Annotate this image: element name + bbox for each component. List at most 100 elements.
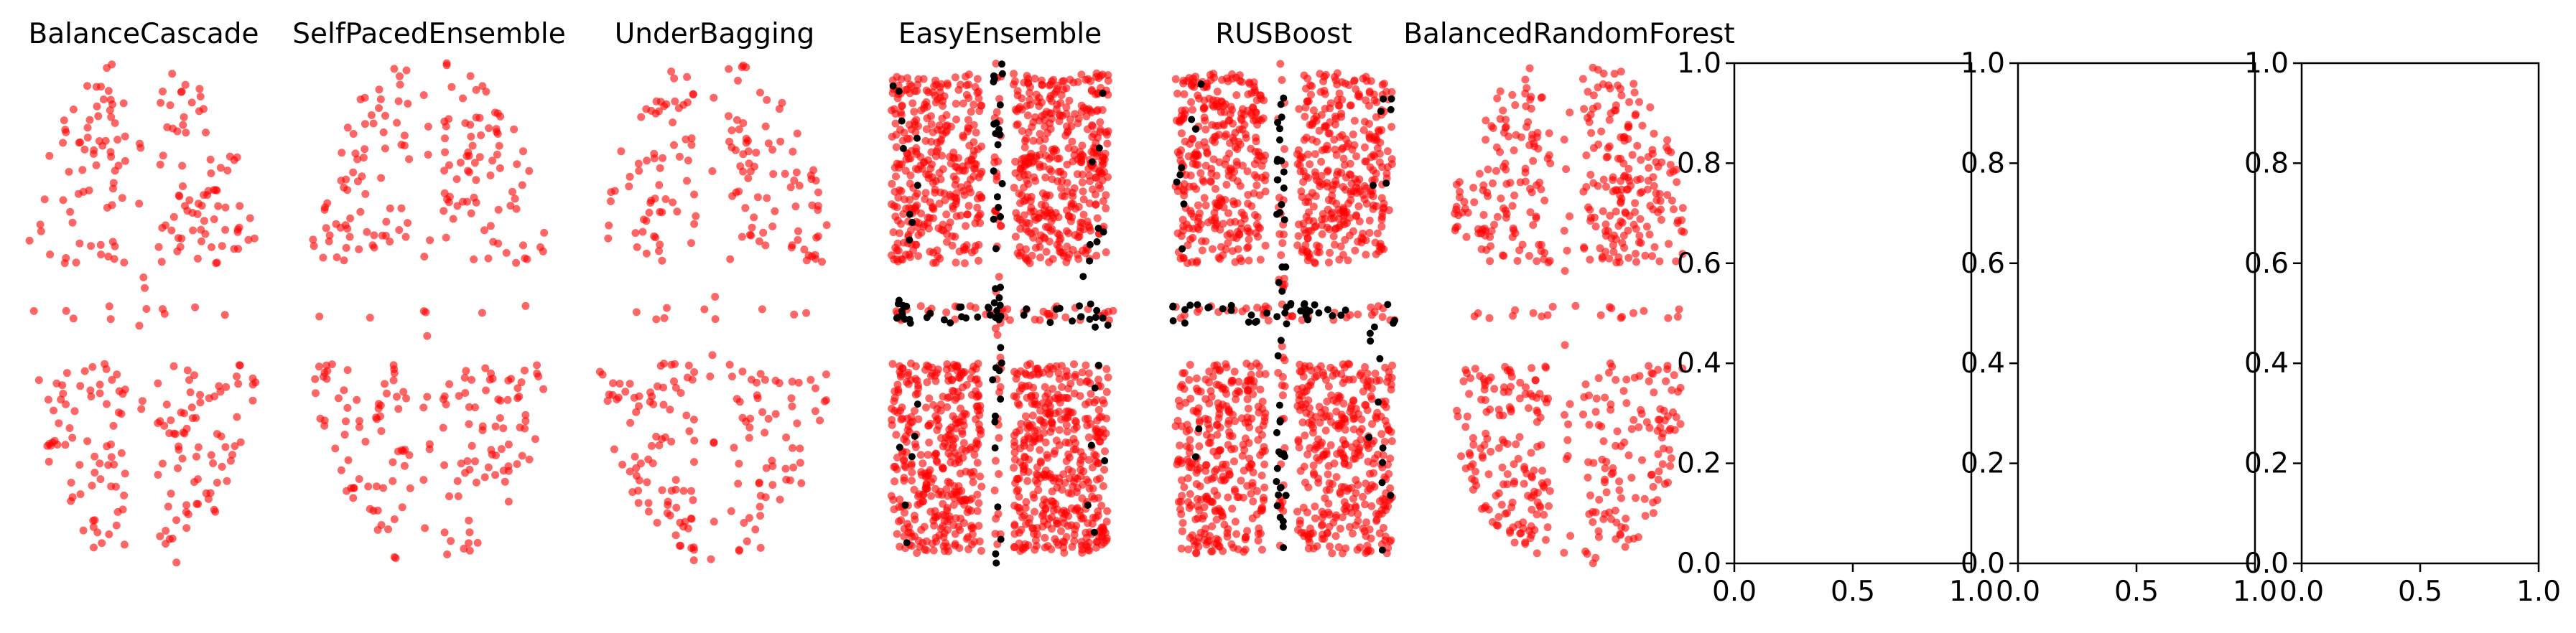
scatter-point [1261, 187, 1270, 196]
scatter-point [1533, 133, 1541, 141]
scatter-point [1013, 107, 1021, 116]
scatter-point [344, 456, 353, 464]
scatter-point [462, 367, 470, 375]
scatter-point [1379, 451, 1387, 459]
scatter-point [634, 159, 643, 168]
scatter-point [1099, 433, 1107, 441]
scatter-point [1508, 202, 1517, 210]
scatter-point [1064, 127, 1072, 136]
scatter-point [1250, 189, 1258, 197]
scatter-point [1024, 128, 1033, 136]
scatter-point [1334, 543, 1343, 551]
scatter-point [519, 147, 527, 156]
scatter-point [1375, 247, 1384, 255]
scatter-point [727, 126, 736, 135]
scatter-point [1178, 527, 1186, 535]
scatter-point [1237, 477, 1245, 485]
scatter-point [919, 497, 927, 506]
scatter-point [1273, 478, 1280, 485]
scatter-point [477, 131, 485, 139]
scatter-point [157, 98, 165, 107]
scatter-point [935, 200, 944, 208]
scatter-point [113, 370, 121, 379]
scatter-point [1304, 418, 1313, 427]
scatter-point [975, 88, 983, 96]
scatter-point [1206, 439, 1214, 447]
scatter-point [756, 543, 765, 552]
scatter-point [928, 539, 936, 548]
scatter-point [1640, 306, 1648, 315]
scatter-point [1276, 209, 1284, 217]
scatter-point [1071, 445, 1080, 454]
scatter-point [445, 380, 454, 388]
scatter-point [1615, 486, 1624, 494]
scatter-point [88, 362, 97, 371]
scatter-point [1329, 312, 1336, 319]
scatter-point [174, 464, 182, 472]
scatter-point [61, 441, 70, 449]
scatter-point [1331, 532, 1340, 540]
scatter-point [972, 437, 981, 446]
scatter-point [1338, 78, 1347, 86]
scatter-point [1309, 202, 1318, 211]
scatter-point [223, 477, 231, 485]
scatter-point [1192, 125, 1200, 133]
scatter-point [190, 371, 198, 380]
scatter-point [920, 522, 929, 531]
scatter-point [250, 234, 259, 243]
scatter-point [1216, 255, 1224, 263]
scatter-point [465, 168, 473, 177]
scatter-point [913, 390, 921, 398]
y-tick-label: 0.6 [1961, 248, 2005, 280]
scatter-point [1024, 180, 1033, 188]
scatter-point [1560, 136, 1568, 144]
subplot-2: SelfPacedEnsemble [292, 18, 566, 563]
scatter-point [991, 418, 999, 426]
scatter-point [233, 413, 241, 421]
scatter-point [248, 396, 257, 405]
scatter-point [1232, 158, 1241, 166]
scatter-point [315, 312, 324, 321]
scatter-point [1311, 222, 1319, 231]
scatter-point [671, 476, 680, 484]
scatter-point [927, 148, 936, 156]
scatter-point [1094, 181, 1103, 189]
scatter-point [1321, 426, 1330, 435]
scatter-point [1303, 150, 1312, 159]
scatter-point [1016, 458, 1025, 466]
scatter-point [1094, 375, 1102, 384]
scatter-point [998, 359, 1005, 367]
scatter-point [485, 124, 493, 133]
scatter-point [781, 464, 790, 473]
scatter-point [361, 189, 370, 198]
scatter-point [1635, 423, 1643, 431]
scatter-point [1226, 110, 1234, 118]
scatter-point [1345, 522, 1354, 531]
scatter-point [1645, 230, 1654, 239]
scatter-point [1227, 306, 1235, 314]
scatter-point [83, 123, 92, 132]
scatter-point [908, 99, 917, 108]
scatter-point [1344, 256, 1352, 265]
scatter-point [107, 453, 116, 461]
scatter-point [1481, 381, 1489, 390]
scatter-point [1525, 252, 1533, 260]
scatter-point [1490, 220, 1499, 229]
scatter-point [83, 437, 92, 446]
scatter-point [1094, 225, 1102, 233]
scatter-point [893, 216, 902, 225]
scatter-point [1638, 456, 1646, 464]
scatter-point [1543, 523, 1552, 532]
scatter-point [960, 259, 969, 268]
scatter-point [1225, 428, 1234, 436]
scatter-point [1090, 528, 1098, 536]
scatter-point [1091, 190, 1099, 199]
scatter-point [675, 542, 684, 550]
scatter-point [1332, 200, 1341, 208]
scatter-point [1609, 241, 1617, 250]
scatter-point [994, 141, 1002, 149]
scatter-point [159, 305, 167, 314]
scatter-point [68, 433, 77, 442]
scatter-point [216, 388, 225, 396]
scatter-point [1230, 444, 1239, 453]
